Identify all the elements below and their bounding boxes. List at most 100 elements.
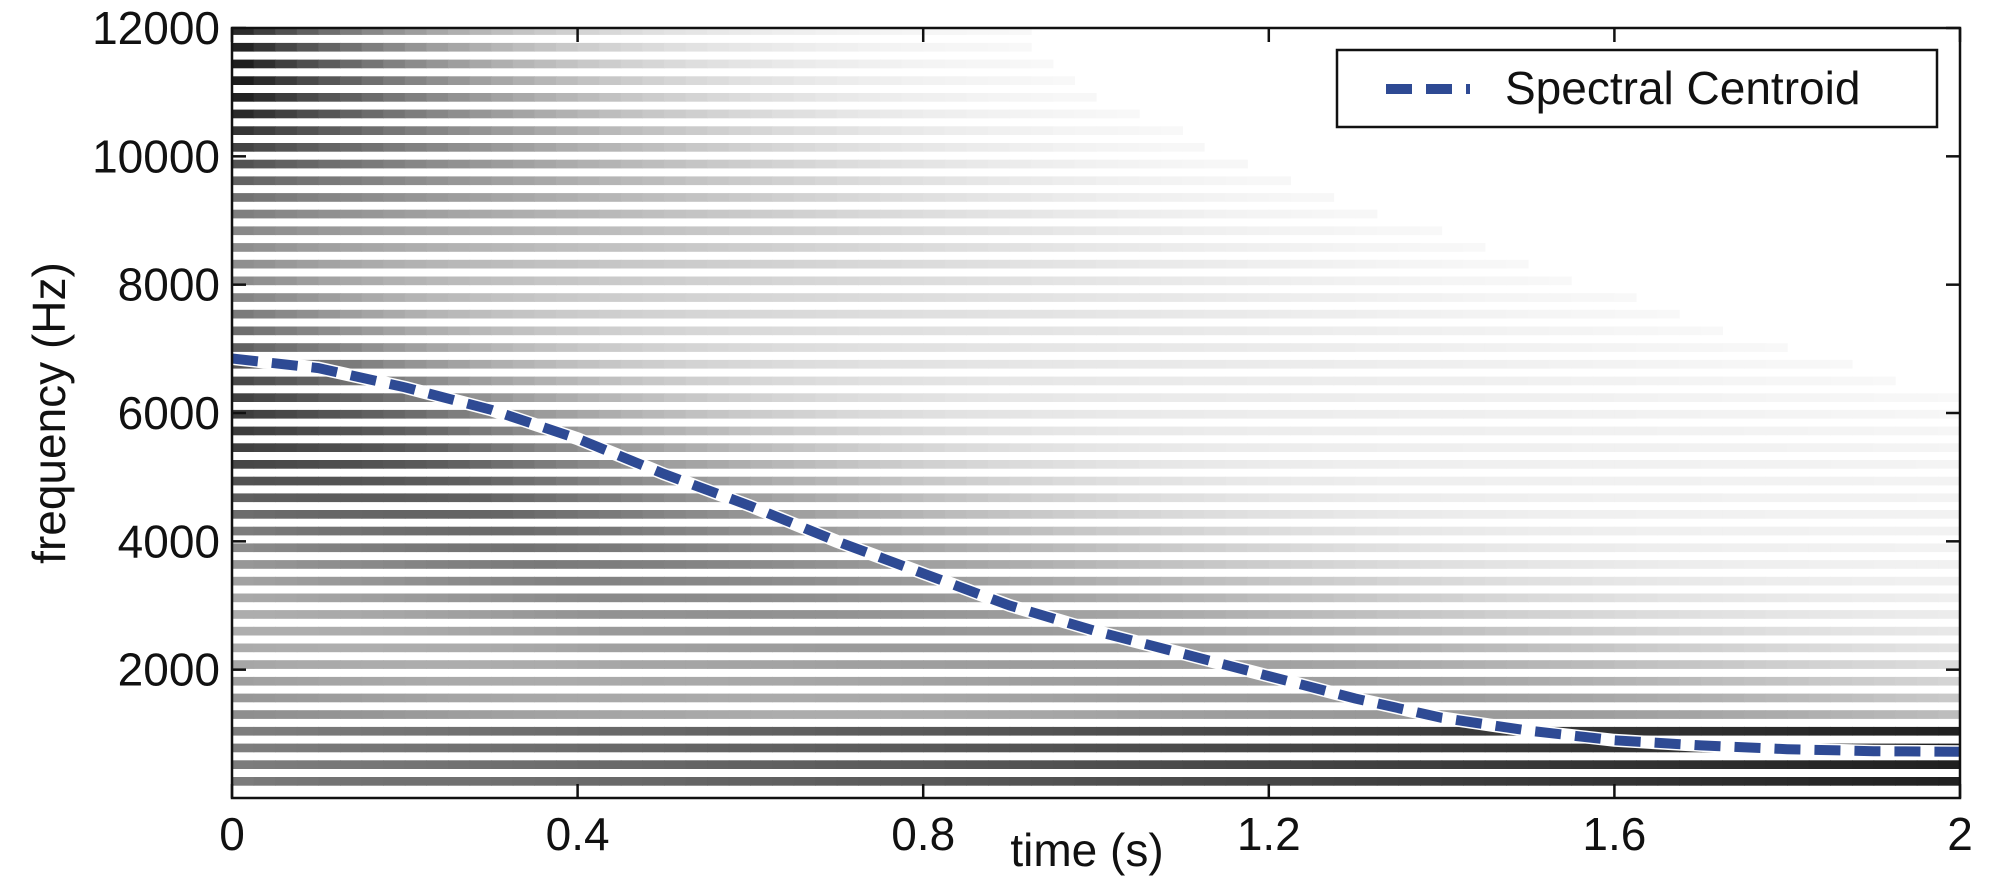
- heatmap-cell: [815, 676, 838, 686]
- heatmap-cell: [296, 593, 319, 603]
- heatmap-cell: [318, 193, 341, 202]
- heatmap-cell: [469, 42, 492, 52]
- x-tick-label: 1.6: [1582, 808, 1646, 860]
- heatmap-cell: [1571, 693, 1594, 703]
- heatmap-cell: [1052, 476, 1075, 486]
- heatmap-cell: [1592, 326, 1615, 336]
- heatmap-cell: [534, 743, 557, 753]
- heatmap-cell: [361, 443, 384, 452]
- heatmap-cell: [1376, 760, 1399, 769]
- heatmap-cell: [1830, 726, 1853, 736]
- heatmap-cell: [685, 42, 708, 52]
- heatmap-cell: [556, 476, 579, 486]
- heatmap-cell: [1290, 359, 1313, 369]
- heatmap-cell: [1420, 576, 1443, 586]
- heatmap-cell: [404, 409, 427, 419]
- heatmap-cell: [772, 109, 795, 119]
- heatmap-cell: [275, 576, 298, 586]
- heatmap-cell: [793, 109, 816, 119]
- heatmap-cell: [1506, 710, 1529, 719]
- heatmap-cell: [1636, 593, 1659, 603]
- heatmap-cell: [901, 476, 924, 486]
- heatmap-cell: [1139, 460, 1162, 469]
- heatmap-cell: [383, 359, 406, 369]
- heatmap-cell: [1614, 726, 1637, 736]
- heatmap-cell: [361, 593, 384, 603]
- heatmap-cell: [793, 726, 816, 736]
- heatmap-cell: [1916, 409, 1939, 419]
- heatmap-cell: [318, 59, 341, 69]
- heatmap-cell: [1636, 476, 1659, 486]
- heatmap-cell: [1268, 443, 1291, 452]
- heatmap-cell: [1463, 676, 1486, 686]
- heatmap-cell: [1636, 510, 1659, 519]
- heatmap-cell: [1074, 743, 1097, 753]
- heatmap-cell: [707, 777, 730, 786]
- heatmap-cell: [966, 359, 989, 369]
- heatmap-cell: [1636, 660, 1659, 669]
- heatmap-cell: [793, 59, 816, 69]
- heatmap-cell: [685, 243, 708, 252]
- heatmap-cell: [599, 560, 622, 569]
- heatmap-cell: [728, 393, 751, 402]
- heatmap-cell: [1117, 276, 1140, 286]
- heatmap-cell: [275, 726, 298, 736]
- heatmap-cell: [944, 543, 967, 553]
- heatmap-cell: [728, 193, 751, 202]
- heatmap-cell: [1031, 259, 1054, 269]
- heatmap-cell: [1376, 409, 1399, 419]
- heatmap-cell: [296, 526, 319, 536]
- heatmap-cell: [426, 660, 449, 669]
- heatmap-cell: [1441, 676, 1464, 686]
- heatmap-cell: [404, 376, 427, 386]
- heatmap-cell: [1441, 409, 1464, 419]
- heatmap-cell: [491, 59, 514, 69]
- heatmap-cell: [685, 660, 708, 669]
- heatmap-cell: [1938, 393, 1960, 402]
- heatmap-cell: [1031, 643, 1054, 653]
- heatmap-cell: [1528, 560, 1551, 569]
- heatmap-cell: [772, 576, 795, 586]
- heatmap-cell: [1312, 293, 1335, 302]
- heatmap-cell: [1355, 409, 1378, 419]
- heatmap-cell: [426, 326, 449, 336]
- heatmap-cell: [750, 460, 773, 469]
- series-line-spectral-centroid: [232, 353, 1960, 757]
- heatmap-cell: [296, 626, 319, 636]
- heatmap-cell: [1700, 376, 1723, 386]
- heatmap-cell: [318, 28, 341, 35]
- heatmap-cell: [1009, 343, 1032, 352]
- heatmap-cell: [1441, 526, 1464, 536]
- heatmap-cell: [556, 143, 579, 152]
- heatmap-cell: [1031, 743, 1054, 753]
- heatmap-cell: [426, 610, 449, 619]
- heatmap-cell: [793, 359, 816, 369]
- heatmap-cell: [858, 476, 881, 486]
- heatmap-cell: [1031, 159, 1054, 169]
- heatmap-cell: [512, 676, 535, 686]
- heatmap-cell: [1528, 576, 1551, 586]
- heatmap-cell: [1938, 426, 1960, 436]
- heatmap-cell: [1247, 276, 1270, 286]
- heatmap-cell: [491, 710, 514, 719]
- heatmap-cell: [599, 476, 622, 486]
- heatmap-cell: [383, 176, 406, 186]
- heatmap-cell: [772, 710, 795, 719]
- heatmap-cell: [296, 493, 319, 503]
- heatmap-cell: [1852, 693, 1875, 703]
- heatmap-cell: [1355, 710, 1378, 719]
- heatmap-cell: [1765, 610, 1788, 619]
- heatmap-cell: [664, 460, 687, 469]
- heatmap-cell: [923, 743, 946, 753]
- heatmap-cell: [1938, 593, 1960, 603]
- heatmap-cell: [1549, 643, 1572, 653]
- heatmap-cell: [944, 409, 967, 419]
- heatmap-cell: [1528, 343, 1551, 352]
- heatmap-cell: [1420, 726, 1443, 736]
- heatmap-cell: [232, 59, 255, 69]
- heatmap-cell: [793, 543, 816, 553]
- heatmap-cell: [1571, 343, 1594, 352]
- heatmap-cell: [1268, 560, 1291, 569]
- heatmap-cell: [275, 743, 298, 753]
- heatmap-cell: [880, 359, 903, 369]
